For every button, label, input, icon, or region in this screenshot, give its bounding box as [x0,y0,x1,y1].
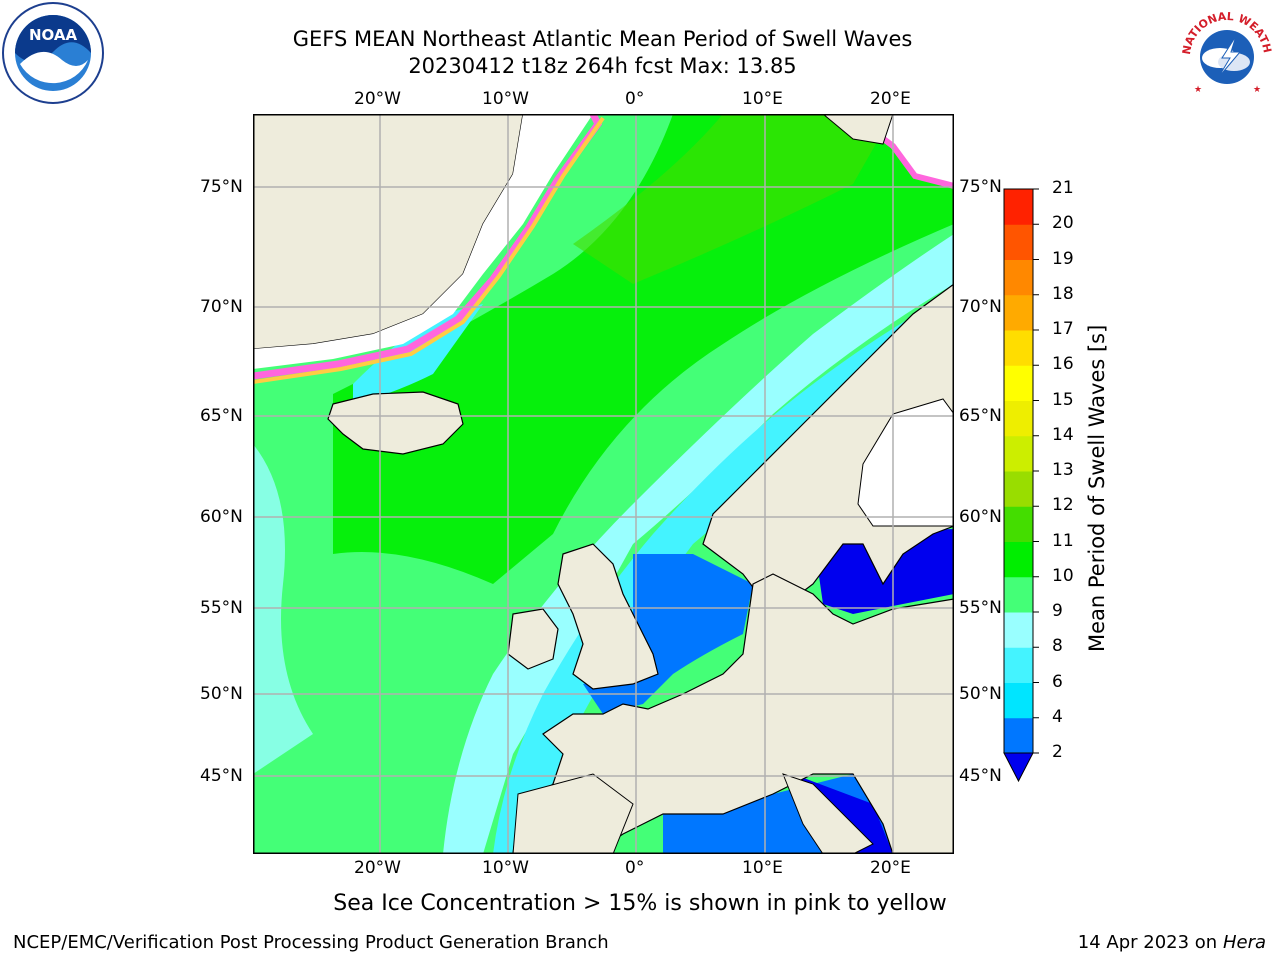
lat-label-right-50n: 50°N [959,684,1002,704]
colorbar-tick-label: 20 [1052,213,1074,234]
colorbar-segment [1004,294,1033,331]
colorbar [1003,188,1039,783]
footer-date-text: 14 Apr 2023 on [1077,932,1223,953]
lon-label-top-20w: 20°W [354,89,401,109]
lat-label-left-45n: 45°N [200,766,243,786]
colorbar-segment [1004,365,1033,401]
lon-label-bottom-10w: 10°W [482,858,529,878]
swell-zone-green [333,114,954,584]
land-italy [782,773,874,854]
lon-label-top-10w: 10°W [482,89,529,109]
land-svalbard [822,114,894,145]
colorbar-title: Mean Period of Swell Waves [s] [1085,324,1109,652]
colorbar-segment [1004,330,1033,366]
noaa-logo-text: NOAA [29,26,78,44]
lat-label-left-75n: 75°N [200,177,243,197]
colorbar-tick-label: 15 [1052,389,1074,410]
land-iceland [327,391,464,455]
footer-date: 14 Apr 2023 on Hera [1078,932,1266,953]
lat-label-right-60n: 60°N [959,507,1002,527]
lat-label-right-70n: 70°N [959,297,1002,317]
chart-title: GEFS MEAN Northeast Atlantic Mean Period… [292,27,913,51]
map-panel [253,114,954,854]
lon-label-top-10e: 10°E [742,89,783,109]
colorbar-under-triangle [1003,752,1034,783]
colorbar-segment [1004,224,1033,260]
colorbar-segment [1004,576,1033,613]
colorbar-tick-label: 4 [1052,706,1063,727]
sea-ice-greenland [253,114,593,369]
svg-text:★: ★ [1194,85,1202,95]
colorbar-segment [1004,435,1033,472]
colorbar-segment [1004,506,1033,542]
lat-label-right-45n: 45°N [959,766,1002,786]
lon-label-top-0: 0° [625,89,645,109]
swell-zone-cyan-west [253,444,313,774]
lat-label-right-65n: 65°N [959,406,1002,426]
svg-text:★: ★ [1253,85,1261,95]
land-iberia [512,773,634,854]
lon-label-bottom-20w: 20°W [354,858,401,878]
lat-label-left-65n: 65°N [200,406,243,426]
colorbar-tick-label: 16 [1052,354,1074,375]
colorbar-tick-label: 6 [1052,671,1063,692]
lat-label-right-75n: 75°N [959,177,1002,197]
colorbar-segment [1004,612,1033,648]
colorbar-segment [1004,471,1033,507]
footer-branch: NCEP/EMC/Verification Post Processing Pr… [13,932,609,953]
chart-subtitle: 20230412 t18z 264h fcst Max: 13.85 [408,54,797,78]
colorbar-tick-label: 13 [1052,460,1074,480]
lat-label-right-55n: 55°N [959,598,1002,618]
lat-label-left-70n: 70°N [200,297,243,317]
colorbar-tick-label: 14 [1052,424,1074,445]
colorbar-tick-label: 21 [1052,178,1074,198]
graticule [253,114,954,854]
colorbar-tick-label: 19 [1052,248,1074,269]
sea-ice-note: Sea Ice Concentration > 15% is shown in … [333,891,947,916]
colorbar-tick-label: 8 [1052,636,1063,657]
colorbar-tick-label: 11 [1052,530,1074,551]
swell-zone-light-cyan [443,234,954,854]
swell-zone-green-north [573,114,893,284]
lat-label-left-60n: 60°N [200,507,243,527]
colorbar-segment [1004,541,1033,578]
lon-label-top-20e: 20°E [870,89,911,109]
sea-ice-bothnia [857,398,954,527]
colorbar-tick-label: 9 [1052,601,1063,621]
lat-label-left-50n: 50°N [200,684,243,704]
noaa-logo: NOAA [2,2,104,104]
lat-label-left-55n: 55°N [200,598,243,618]
colorbar-tick-label: 17 [1052,319,1074,339]
lon-label-bottom-10e: 10°E [742,858,783,878]
lon-label-bottom-20e: 20°E [870,858,911,878]
colorbar-tick-label: 10 [1052,565,1074,586]
land-continental-europe [512,573,954,854]
colorbar-segment [1004,189,1033,225]
colorbar-tick-label: 18 [1052,283,1074,304]
footer-machine: Hera [1222,932,1266,953]
colorbar-segment [1004,717,1033,754]
sea-ice-edge-yellow [253,116,605,384]
colorbar-segment [1004,647,1033,683]
colorbar-segment [1004,400,1033,437]
land-great-britain [557,543,659,690]
colorbar-segment [1004,682,1033,719]
nws-logo: NATIONAL WEATHER SERVICE ★ ★ [1172,0,1278,104]
lon-label-bottom-0: 0° [625,858,645,878]
colorbar-segment [1004,259,1033,296]
colorbar-tick-label: 2 [1052,742,1063,762]
colorbar-tick-label: 12 [1052,495,1074,516]
